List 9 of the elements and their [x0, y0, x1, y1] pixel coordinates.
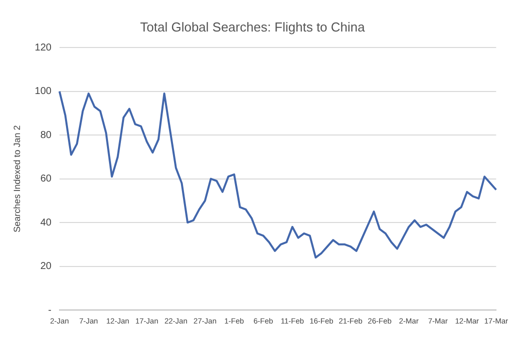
y-axis-title: Searches Indexed to Jan 2	[12, 125, 22, 232]
y-tick-label: 100	[34, 86, 52, 98]
chart-title: Total Global Searches: Flights to China	[140, 19, 366, 34]
y-tick-label: 80	[40, 130, 52, 141]
y-tick-label: -	[48, 304, 52, 316]
y-tick-label: 40	[40, 217, 52, 228]
y-tick-label: 120	[34, 42, 52, 54]
y-tick-label: 20	[40, 261, 52, 272]
y-tick-label: 60	[40, 174, 52, 185]
